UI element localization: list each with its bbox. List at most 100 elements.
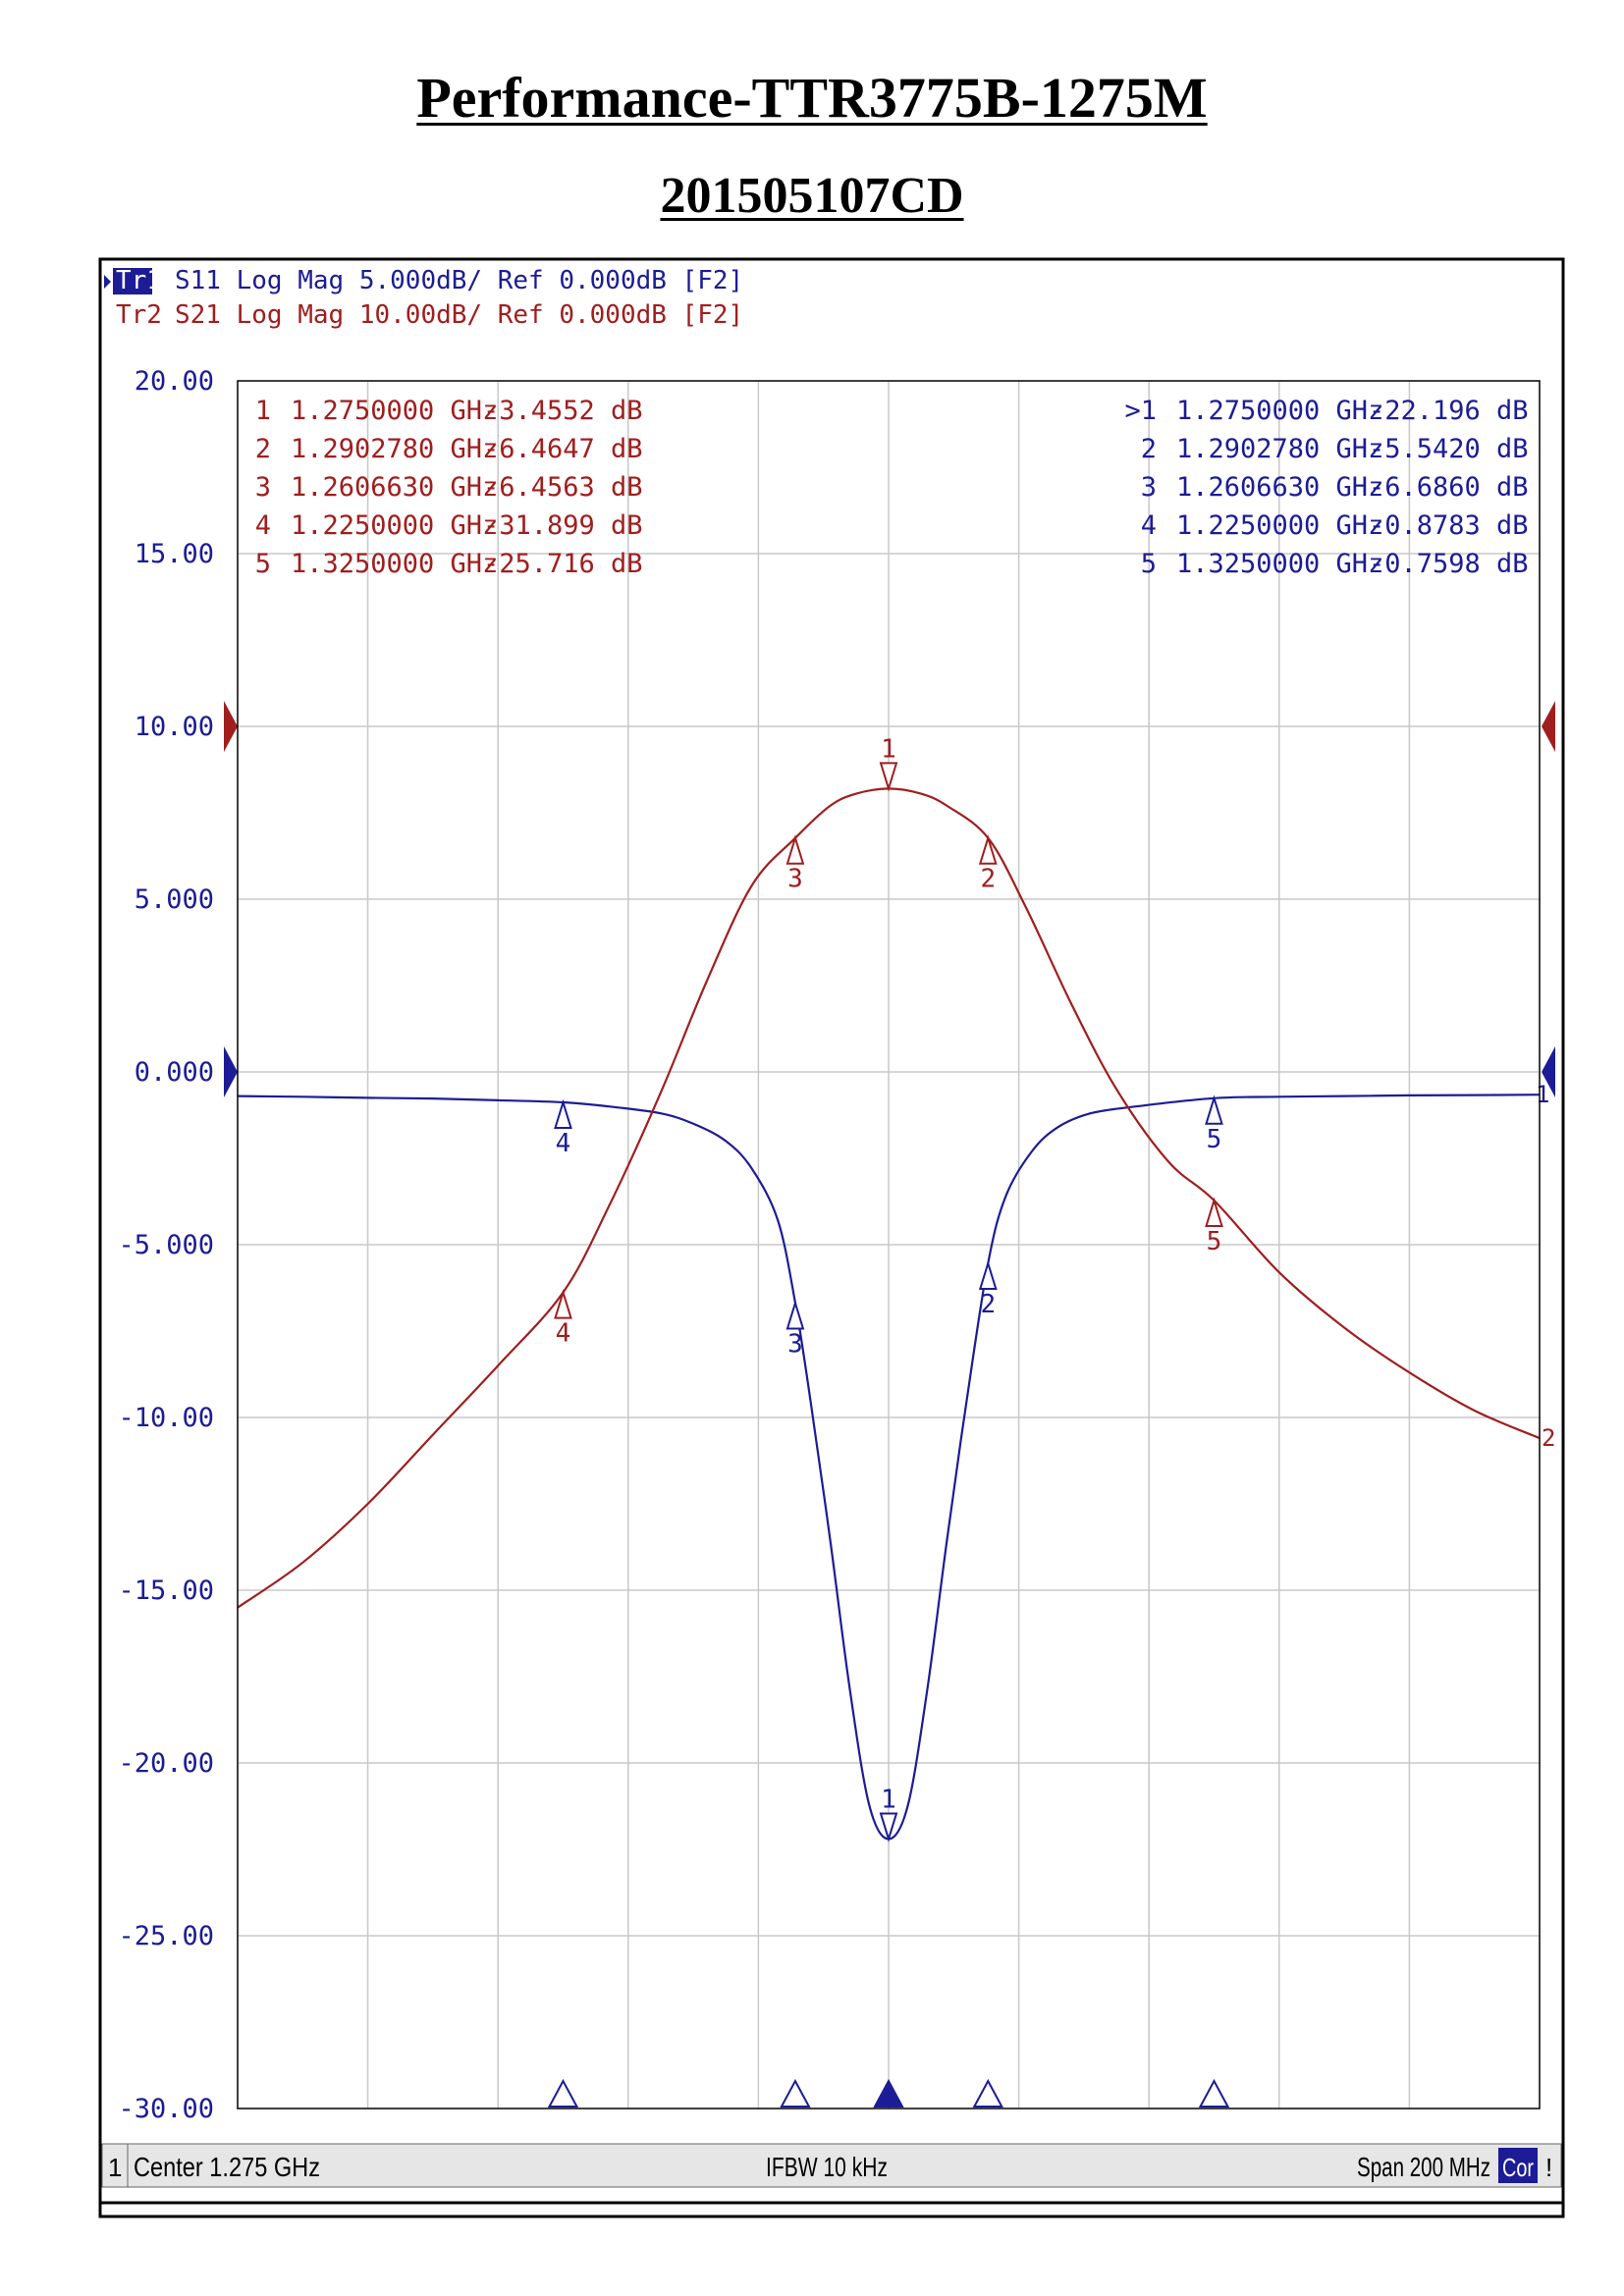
marker-table-freq: 1.2606630 GHz <box>1176 472 1383 503</box>
marker-table-value: -6.4563 dB <box>483 472 643 503</box>
y-tick-label: 20.00 <box>135 366 214 397</box>
markers: 1 2 3 4 5 1 2 3 4 5 <box>554 734 1223 1842</box>
y-tick-label: 5.000 <box>135 884 214 915</box>
marker-label: 2 <box>980 865 996 894</box>
y-tick-label: 15.00 <box>135 539 214 569</box>
marker-up-icon[interactable] <box>978 1259 998 1291</box>
vna-display: Tr1 S11 Log Mag 5.000dB/ Ref 0.000dB [F2… <box>98 257 1565 2218</box>
tr1-tag[interactable]: Tr1 <box>116 266 162 295</box>
y-tick-labels: 20.00 15.00 10.00 5.000 0.000 -5.000 -10.00 -15… <box>118 366 214 2124</box>
y-tick-label: -20.00 <box>118 1748 214 1779</box>
ref-arrow-s11-left-icon[interactable] <box>224 1046 238 1097</box>
stimulus-marker-icon[interactable] <box>1198 2078 1230 2108</box>
marker-table-value: -25.716 dB <box>483 549 643 579</box>
marker-table-freq: 1.2902780 GHz <box>1176 434 1383 464</box>
marker-up-icon[interactable] <box>978 834 998 865</box>
y-tick-label: -5.000 <box>118 1230 214 1260</box>
marker-table-freq: 1.2250000 GHz <box>291 510 498 541</box>
y-tick-label: -25.00 <box>118 1921 214 1951</box>
marker-down-icon[interactable] <box>879 762 898 792</box>
marker-label: 5 <box>1207 1125 1222 1154</box>
ref-arrow-s21-right-icon[interactable] <box>1542 701 1555 752</box>
marker-table-id: 5 <box>255 549 271 579</box>
reference-arrows <box>224 701 1555 1097</box>
marker-up-icon[interactable] <box>1205 1197 1223 1227</box>
tr1-tag-bg[interactable] <box>113 268 152 294</box>
active-trace-arrow-icon <box>104 275 111 289</box>
status-ifbw[interactable]: IFBW 10 kHz <box>766 2152 888 2182</box>
marker-table-freq: 1.2606630 GHz <box>291 472 498 503</box>
cor-badge-bg[interactable] <box>1498 2148 1538 2183</box>
status-channel[interactable]: 1 <box>108 2153 122 2182</box>
display-frame <box>98 257 1565 2218</box>
marker-label: 1 <box>881 1785 896 1814</box>
marker-label: 4 <box>556 1319 571 1349</box>
marker-down-icon[interactable] <box>879 1812 898 1842</box>
document-title: Performance-TTR3775B-1275M <box>416 66 1208 130</box>
marker-label: 3 <box>787 865 803 894</box>
traces: 12 <box>237 787 1555 1841</box>
marker-label: 4 <box>556 1129 571 1158</box>
trace-end-label-s11: 1 <box>1536 1081 1549 1108</box>
stimulus-marker-icon[interactable] <box>972 2078 1003 2108</box>
marker-label: 3 <box>787 1329 803 1359</box>
marker-table-value: -6.4647 dB <box>483 434 643 464</box>
ref-arrow-s11-right-icon[interactable] <box>1542 1046 1555 1097</box>
tr1-label[interactable]: S11 Log Mag 5.000dB/ Ref 0.000dB [F2] <box>175 266 743 295</box>
marker-table-freq: 1.2750000 GHz <box>1176 396 1383 426</box>
status-bar <box>101 2143 1562 2188</box>
y-tick-label: -15.00 <box>118 1575 214 1606</box>
marker-table-value: -6.6860 dB <box>1369 472 1529 503</box>
stimulus-marker-active-icon[interactable] <box>873 2078 904 2108</box>
marker-table-freq: 1.2902780 GHz <box>291 434 498 464</box>
marker-table-id: 3 <box>1141 472 1157 503</box>
status-center[interactable]: Center 1.275 GHz <box>134 2152 320 2182</box>
marker-table-freq: 1.2250000 GHz <box>1176 510 1383 541</box>
marker-table-id: 4 <box>255 510 271 541</box>
status-span[interactable]: Span 200 MHz <box>1357 2152 1490 2182</box>
ref-arrow-s21-left-icon[interactable] <box>224 701 238 752</box>
document-subtitle: 201505107CD <box>660 168 964 224</box>
status-warning[interactable]: ! <box>1545 2153 1552 2182</box>
marker-table-value: -0.8783 dB <box>1369 510 1529 541</box>
stimulus-markers <box>547 2078 1230 2108</box>
marker-up-icon[interactable] <box>554 1289 572 1319</box>
trace-end-label-s21: 2 <box>1542 1424 1555 1452</box>
marker-table-id: 2 <box>255 434 271 464</box>
marker-table-s11: >1 1.2750000 GHz-22.196 dB2 1.2902780 GHz-… <box>1124 396 1528 579</box>
marker-table-freq: 1.3250000 GHz <box>1176 549 1383 579</box>
tr2-label[interactable]: S21 Log Mag 10.00dB/ Ref 0.000dB [F2] <box>175 300 743 330</box>
series-line-s11[interactable] <box>237 1094 1541 1841</box>
marker-label: 5 <box>1207 1227 1222 1256</box>
cor-badge[interactable]: Cor <box>1502 2153 1534 2182</box>
grid <box>238 381 1540 2109</box>
y-tick-label: 10.00 <box>135 712 214 742</box>
marker-up-icon[interactable] <box>785 834 805 865</box>
plot-border <box>237 380 1541 2109</box>
marker-table-freq: 1.3250000 GHz <box>291 549 498 579</box>
marker-table-id: 2 <box>1141 434 1157 464</box>
marker-table-id: 5 <box>1141 549 1157 579</box>
marker-table-id: 4 <box>1141 510 1157 541</box>
y-tick-label: 0.000 <box>135 1057 214 1088</box>
marker-table-value: -3.4552 dB <box>483 396 643 426</box>
marker-table-value: -31.899 dB <box>483 510 643 541</box>
stimulus-marker-icon[interactable] <box>547 2078 579 2108</box>
marker-table-id: 1 <box>255 396 271 426</box>
marker-up-icon[interactable] <box>554 1098 572 1129</box>
marker-table-value: -5.5420 dB <box>1369 434 1529 464</box>
marker-table-freq: 1.2750000 GHz <box>291 396 498 426</box>
series-line-s21[interactable] <box>237 787 1541 1609</box>
y-tick-label: -30.00 <box>118 2094 214 2124</box>
marker-table-value: -0.7598 dB <box>1369 549 1529 579</box>
marker-table-value: -22.196 dB <box>1369 396 1529 426</box>
tr2-tag[interactable]: Tr2 <box>116 300 162 330</box>
marker-label: 1 <box>881 734 896 764</box>
marker-table-id: >1 <box>1124 396 1157 426</box>
marker-up-icon[interactable] <box>1205 1095 1223 1125</box>
marker-table-s21: 1 1.2750000 GHz-3.4552 dB2 1.2902780 GHz-6… <box>255 396 643 579</box>
marker-table-id: 3 <box>255 472 271 503</box>
marker-label: 2 <box>980 1290 996 1319</box>
stimulus-marker-icon[interactable] <box>780 2078 811 2108</box>
marker-up-icon[interactable] <box>785 1300 805 1330</box>
